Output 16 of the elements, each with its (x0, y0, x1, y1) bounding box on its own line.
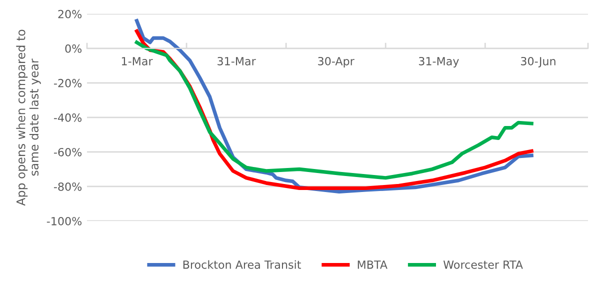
x-tick-label: 31-Mar (218, 56, 256, 66)
y-tick-label: -20% (54, 78, 82, 88)
y-tick-label: 0% (65, 44, 82, 53)
y-tick-label: -100% (46, 216, 82, 226)
x-tick-label: 31-May (418, 56, 459, 68)
legend-label: Worcester RTA (443, 260, 523, 269)
x-tick-label: 30-Jun (521, 56, 556, 68)
x-tick-label: 30-Apr (318, 56, 354, 68)
x-tick-label: 1-Mar (122, 57, 153, 66)
y-tick-label: -60% (54, 148, 82, 156)
y-tick-label: -80% (54, 182, 82, 191)
legend-label: Brockton Area Transit (183, 260, 301, 269)
legend-label: MBTA (358, 260, 388, 269)
y-axis-title: App opens when compared to same date last year (16, 30, 41, 206)
y-tick-label: -40% (54, 113, 82, 122)
y-tick-label: 20% (58, 10, 82, 18)
